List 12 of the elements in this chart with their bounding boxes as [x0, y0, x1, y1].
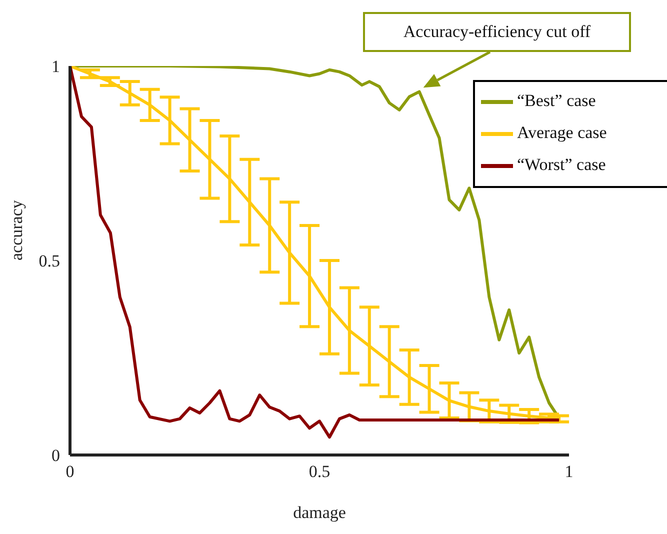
- legend-label: Average case: [517, 122, 607, 142]
- x-tick-label: 1: [564, 462, 574, 482]
- legend-label: “Worst” case: [517, 154, 606, 174]
- x-tick-label: 0: [66, 462, 74, 482]
- y-tick-label: 0.5: [38, 252, 60, 271]
- x-axis-title: damage: [293, 503, 346, 522]
- y-tick-label: 1: [52, 57, 60, 76]
- annotation: Accuracy-efficiency cut off: [363, 12, 631, 52]
- x-tick-label: 0.5: [308, 462, 330, 482]
- y-axis-title: accuracy: [7, 200, 26, 260]
- y-tick-label: 0: [52, 446, 60, 466]
- legend-label: “Best” case: [517, 90, 596, 110]
